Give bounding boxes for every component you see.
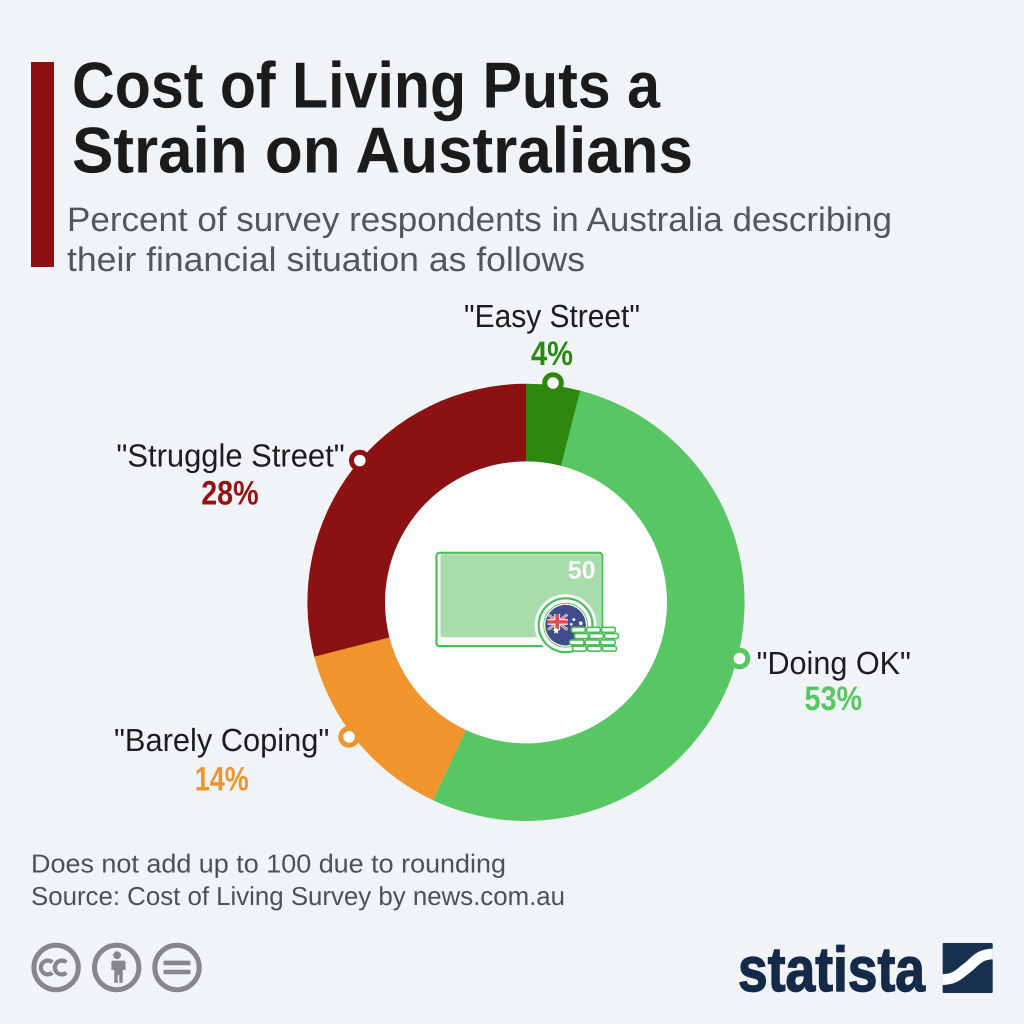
svg-text:Cost of Living Puts a: Cost of Living Puts a: [72, 49, 661, 122]
svg-text:"Barely Coping": "Barely Coping": [114, 722, 329, 758]
svg-text:statista: statista: [738, 935, 926, 1005]
svg-text:Source: Cost of Living Survey: Source: Cost of Living Survey by news.co…: [31, 881, 565, 911]
svg-text:50: 50: [568, 557, 596, 585]
svg-text:"Doing OK": "Doing OK": [757, 645, 911, 681]
svg-text:53%: 53%: [805, 680, 863, 718]
svg-text:"Easy Street": "Easy Street": [464, 298, 640, 334]
svg-text:14%: 14%: [195, 761, 249, 799]
svg-text:Does not add up to 100 due to: Does not add up to 100 due to rounding: [31, 848, 506, 878]
svg-text:Percent of survey respondents: Percent of survey respondents in Austral…: [67, 201, 892, 239]
svg-text:4%: 4%: [531, 335, 573, 373]
svg-text:their financial situation as f: their financial situation as follows: [67, 241, 585, 279]
svg-text:Strain on Australians: Strain on Australians: [72, 114, 693, 187]
svg-text:"Struggle Street": "Struggle Street": [116, 438, 344, 474]
svg-text:28%: 28%: [201, 474, 258, 512]
